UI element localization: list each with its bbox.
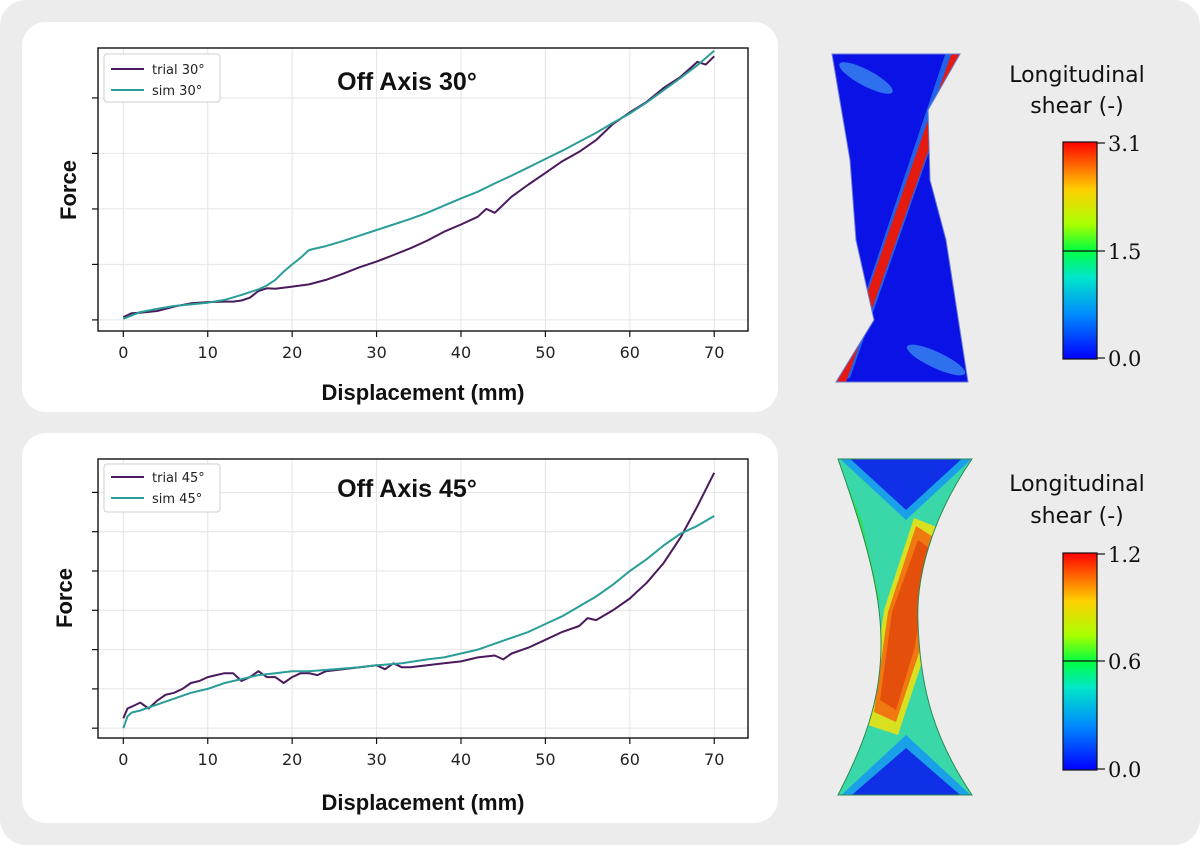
colorbar-title-line2-30: shear (-) [1030,94,1124,119]
colorbar-max-label-45: 1.2 [1108,543,1141,567]
x-tick-label: 50 [535,750,555,769]
x-tick-label: 10 [198,343,218,362]
specimen-45-top-wedge [846,459,966,510]
x-tick-label: 0 [118,750,128,769]
x-tick-label: 0 [118,343,128,362]
series-line-sim [122,50,715,320]
specimen-30-patch-top [839,62,893,94]
colorbar-min-label-30: 0.0 [1108,347,1141,371]
x-tick-label: 70 [704,343,724,362]
x-tick-label: 30 [366,343,386,362]
legend-label-sim-30: sim 30° [152,84,202,99]
legend-45: trial 45° sim 45° [103,463,221,513]
x-tick-label: 40 [451,750,471,769]
grid-30 [98,48,748,331]
colorbar-30: Longitudinal shear (-) 3.1 1.5 0.0 [1009,63,1145,371]
series-line-sim [122,515,715,729]
x-tick-label: 70 [704,750,724,769]
series-lines-45 [122,472,716,729]
x-tick-label: 60 [620,750,640,769]
x-tick-label: 20 [282,750,302,769]
colorbar-title-line1-45: Longitudinal [1009,472,1145,497]
specimen-45-red-core [880,540,932,710]
chart-title-45: Off Axis 45° [337,475,477,503]
x-tick-label: 40 [451,343,471,362]
x-axis-label-45: Displacement (mm) [322,790,525,815]
chart-off-axis-30: 0 10 20 30 40 50 60 70 Off Axis 30° Displacemen… [56,47,749,405]
legend-label-trial-30: trial 30° [152,63,205,78]
x-tick-label: 20 [282,343,302,362]
colorbar-title-line2-45: shear (-) [1030,504,1124,529]
colorbar-title-line1-30: Longitudinal [1009,63,1145,88]
colorbar-min-label-45: 0.0 [1108,758,1141,782]
specimen-30-outline [831,53,969,383]
legend-30: trial 30° sim 30° [103,53,221,103]
plot-card-45 [22,433,778,823]
specimen-45-bottom-wedge [846,748,966,795]
x-axis-label-30: Displacement (mm) [322,380,525,405]
plot-card-30 [22,22,778,412]
specimen-45-outline [837,458,973,796]
ticks-30: 0 10 20 30 40 50 60 70 [92,97,724,362]
series-lines-30 [122,50,715,320]
x-tick-label: 10 [198,750,218,769]
legend-label-trial-45: trial 45° [152,471,205,486]
legend-label-sim-45: sim 45° [152,492,202,507]
colorbar-mid-label-45: 0.6 [1108,650,1141,674]
x-tick-label: 50 [535,343,555,362]
specimen-30-patch-bottom [906,344,966,376]
y-axis-label-30: Force [56,160,81,220]
x-tick-label: 30 [366,750,386,769]
chart-off-axis-45: 0 10 20 30 40 50 60 70 Off Axis 45° Displacemen… [52,458,749,815]
axes-frame-30 [97,47,749,332]
axes-frame-45 [97,458,749,739]
colorbar-max-label-30: 3.1 [1108,132,1141,156]
colorbar-45: Longitudinal shear (-) 1.2 0.6 0.0 [1009,472,1145,782]
chart-title-30: Off Axis 30° [337,68,477,96]
y-axis-label-45: Force [52,568,77,628]
x-tick-label: 60 [620,343,640,362]
ticks-45: 0 10 20 30 40 50 60 70 [92,491,724,769]
colorbar-mid-label-30: 1.5 [1108,240,1141,264]
